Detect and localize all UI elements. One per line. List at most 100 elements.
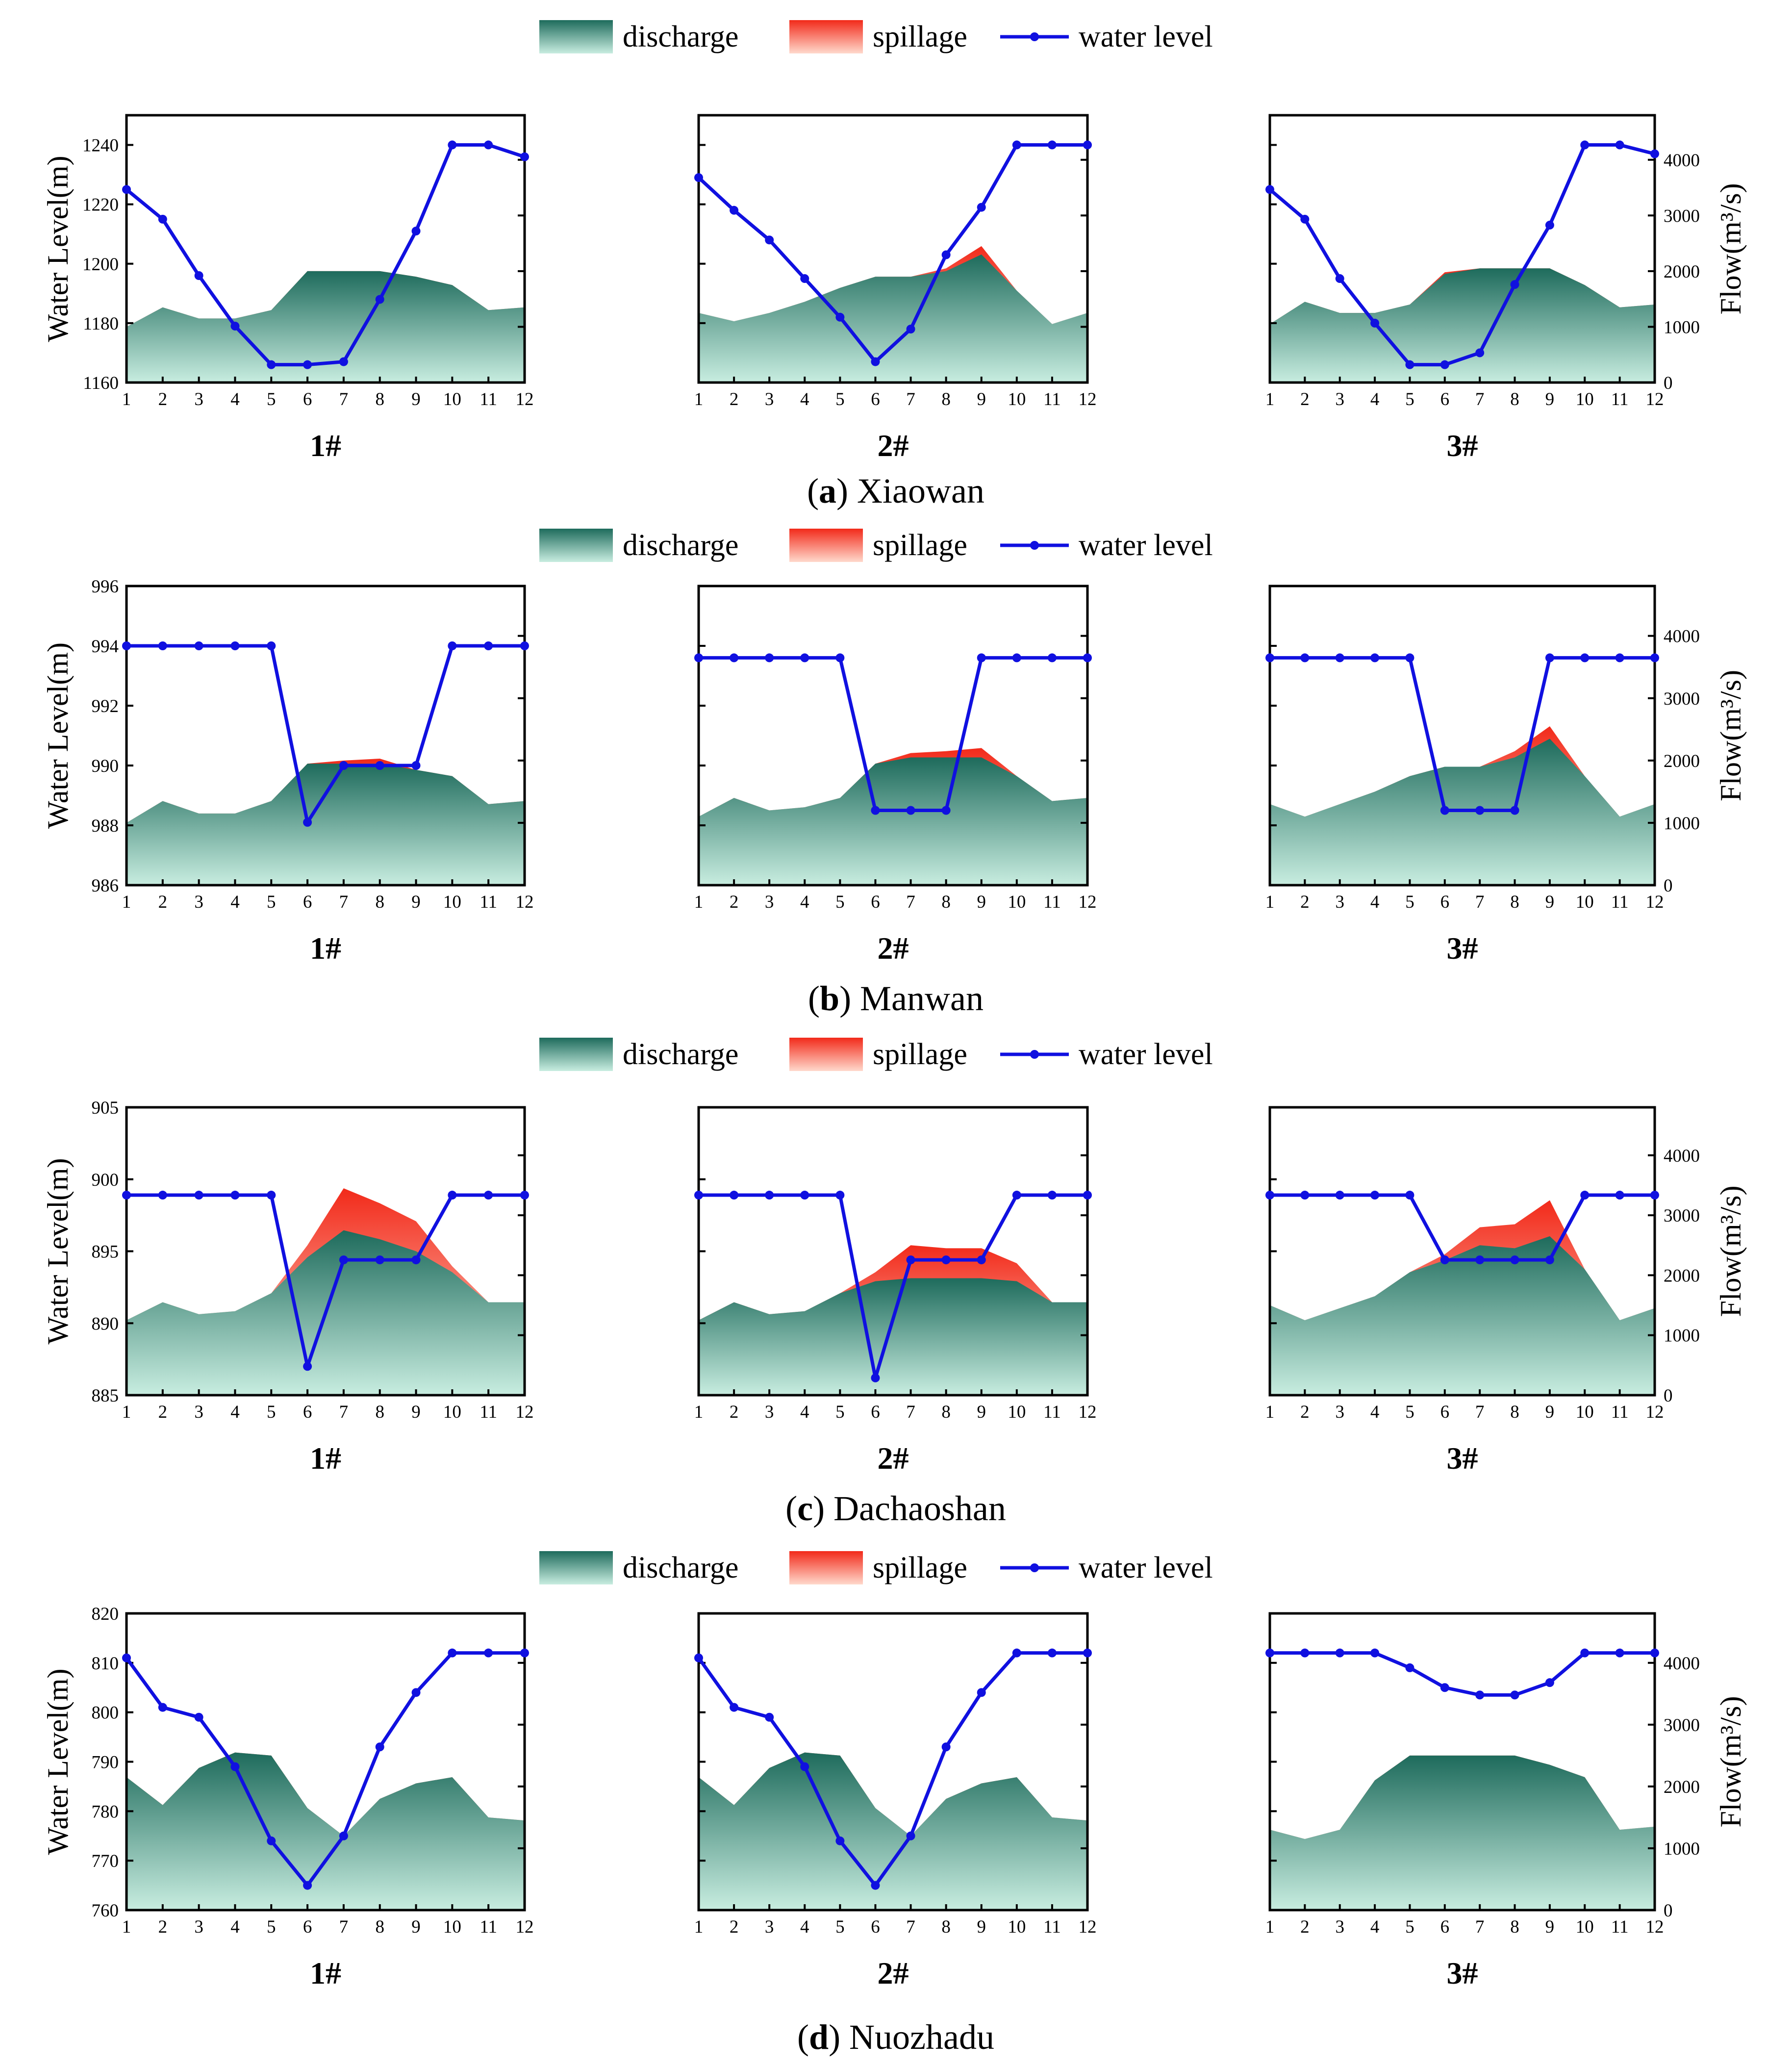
water-level-point bbox=[303, 360, 312, 369]
x-tick-label: 7 bbox=[906, 389, 915, 409]
water-level-point bbox=[871, 1881, 880, 1890]
x-tick-label: 4 bbox=[800, 1402, 809, 1422]
panel-1: 1 2 3 4 5 6 7 8 9 10 11 121# bbox=[122, 1106, 534, 1476]
x-tick-label: 9 bbox=[411, 1917, 421, 1937]
x-tick-label: 7 bbox=[1475, 1402, 1485, 1422]
water-level-point bbox=[1335, 1648, 1344, 1658]
discharge-area bbox=[126, 1752, 525, 1910]
left-axis-title: Water Level(m) bbox=[42, 642, 74, 829]
water-level-point bbox=[1047, 1648, 1057, 1658]
x-tick-label: 3 bbox=[765, 389, 774, 409]
water-level-point bbox=[835, 1191, 845, 1200]
x-tick-label: 1 bbox=[694, 1917, 704, 1937]
water-level-point bbox=[1047, 140, 1057, 150]
x-tick-label: 8 bbox=[1510, 892, 1519, 912]
x-tick-label: 11 bbox=[1043, 892, 1061, 912]
legend-spillage-label: spillage bbox=[873, 20, 967, 53]
x-tick-label: 4 bbox=[230, 892, 240, 912]
water-level-point bbox=[906, 1831, 915, 1840]
water-level-point bbox=[1440, 1683, 1449, 1692]
x-tick-label: 6 bbox=[1440, 389, 1450, 409]
y-tick-label: 990 bbox=[92, 756, 119, 776]
water-level-point bbox=[1545, 221, 1554, 230]
water-level-point bbox=[1440, 806, 1449, 815]
water-level-point bbox=[411, 227, 421, 236]
water-level-point bbox=[1405, 653, 1414, 663]
water-level-point bbox=[1300, 1648, 1310, 1658]
panel-2: 1 2 3 4 5 6 7 8 9 10 11 122# bbox=[694, 585, 1097, 966]
x-tick-label: 10 bbox=[443, 389, 461, 409]
x-tick-label: 4 bbox=[230, 1917, 240, 1937]
x-tick-label: 3 bbox=[194, 1917, 203, 1937]
x-tick-label: 6 bbox=[1440, 1917, 1450, 1937]
flow-tick-label: 2000 bbox=[1664, 751, 1700, 771]
x-tick-label: 6 bbox=[871, 892, 880, 912]
x-tick-label: 5 bbox=[835, 1917, 845, 1937]
water-level-point bbox=[194, 271, 203, 280]
y-tick-label: 1160 bbox=[83, 373, 119, 393]
x-tick-label: 9 bbox=[977, 892, 986, 912]
x-tick-label: 9 bbox=[1545, 1402, 1555, 1422]
x-tick-label: 2 bbox=[1300, 389, 1310, 409]
water-level-point bbox=[1650, 1191, 1659, 1200]
x-tick-label: 9 bbox=[411, 389, 421, 409]
discharge-area bbox=[1270, 1236, 1655, 1395]
x-tick-label: 5 bbox=[1405, 1917, 1414, 1937]
x-tick-label: 5 bbox=[835, 389, 845, 409]
legend-spillage-label: spillage bbox=[873, 1551, 967, 1584]
x-tick-label: 12 bbox=[516, 389, 534, 409]
x-tick-label: 10 bbox=[1008, 1402, 1026, 1422]
x-tick-label: 5 bbox=[1405, 1402, 1414, 1422]
y-tick-label: 994 bbox=[92, 637, 119, 657]
x-tick-label: 11 bbox=[1043, 1402, 1061, 1422]
x-tick-label: 4 bbox=[1370, 892, 1380, 912]
water-level-point bbox=[230, 1762, 240, 1771]
y-tick-label: 1200 bbox=[82, 255, 119, 275]
chart-caption: (c) Dachaoshan bbox=[785, 1489, 1006, 1528]
flow-tick-label: 1000 bbox=[1664, 317, 1700, 337]
water-level-point bbox=[941, 1742, 951, 1752]
discharge-area bbox=[1270, 268, 1655, 383]
water-level-point bbox=[303, 817, 312, 827]
x-tick-label: 7 bbox=[1475, 389, 1485, 409]
x-tick-label: 12 bbox=[1079, 389, 1097, 409]
chart-caption: (a) Xiaowan bbox=[807, 471, 984, 511]
y-tick-label: 905 bbox=[92, 1098, 119, 1118]
legend: discharge spillage water level bbox=[539, 529, 1213, 562]
x-tick-label: 8 bbox=[941, 1402, 951, 1422]
panel-1: 1 2 3 4 5 6 7 8 9 10 11 121# bbox=[122, 585, 534, 966]
y-tick-label: 810 bbox=[92, 1654, 119, 1674]
x-tick-label: 5 bbox=[835, 1402, 845, 1422]
left-axis-title: Water Level(m) bbox=[42, 1158, 74, 1345]
water-level-point bbox=[1405, 1191, 1414, 1200]
x-tick-label: 12 bbox=[516, 1402, 534, 1422]
water-level-point bbox=[1265, 653, 1274, 663]
legend-water-level-marker bbox=[1030, 32, 1039, 41]
plot-frame bbox=[125, 114, 526, 384]
x-tick-label: 6 bbox=[303, 1402, 312, 1422]
x-tick-label: 1 bbox=[1265, 1402, 1275, 1422]
water-level-point bbox=[730, 1703, 739, 1712]
water-level-point bbox=[977, 1688, 986, 1697]
panel-label: 1# bbox=[310, 1956, 341, 1991]
x-tick-label: 9 bbox=[1545, 1917, 1555, 1937]
water-level-point bbox=[1012, 140, 1021, 150]
y-tick-label: 885 bbox=[92, 1386, 119, 1406]
legend-discharge-swatch bbox=[539, 529, 613, 562]
x-tick-label: 5 bbox=[1405, 389, 1414, 409]
water-level-point bbox=[1510, 280, 1519, 289]
water-level-point bbox=[1300, 214, 1310, 224]
water-level-line bbox=[1268, 143, 1655, 367]
x-tick-label: 1 bbox=[1265, 892, 1275, 912]
x-tick-label: 10 bbox=[443, 1917, 461, 1937]
legend-spillage-swatch bbox=[789, 20, 863, 53]
x-tick-label: 7 bbox=[906, 1402, 915, 1422]
flow-tick-label: 1000 bbox=[1664, 1839, 1700, 1859]
flow-tick-label: 0 bbox=[1664, 876, 1673, 896]
panel-label: 3# bbox=[1447, 931, 1478, 966]
x-tick-label: 10 bbox=[1008, 389, 1026, 409]
y-tick-label: 770 bbox=[92, 1851, 119, 1871]
water-level-point bbox=[339, 761, 348, 770]
water-level-point bbox=[1370, 1191, 1380, 1200]
panel-label: 1# bbox=[310, 428, 341, 463]
